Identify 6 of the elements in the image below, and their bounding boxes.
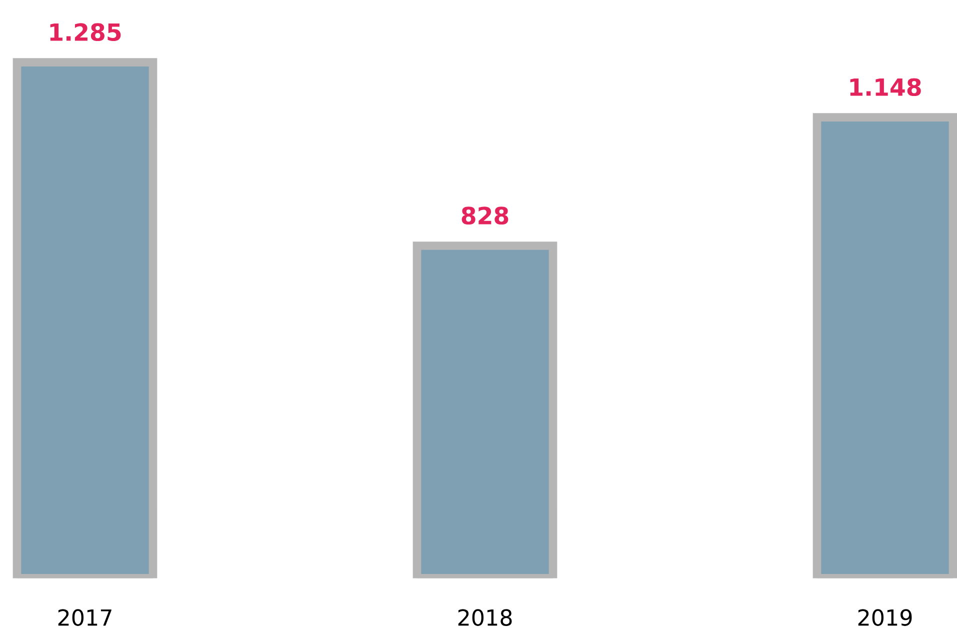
x-tick-label: 2017 [58,609,112,626]
x-tick-label: 2019 [858,609,912,626]
data-label: 828 [462,206,508,225]
data-label: 1.285 [50,23,121,42]
x-tick-label: 2018 [458,609,512,626]
data-label: 1.148 [850,78,921,96]
